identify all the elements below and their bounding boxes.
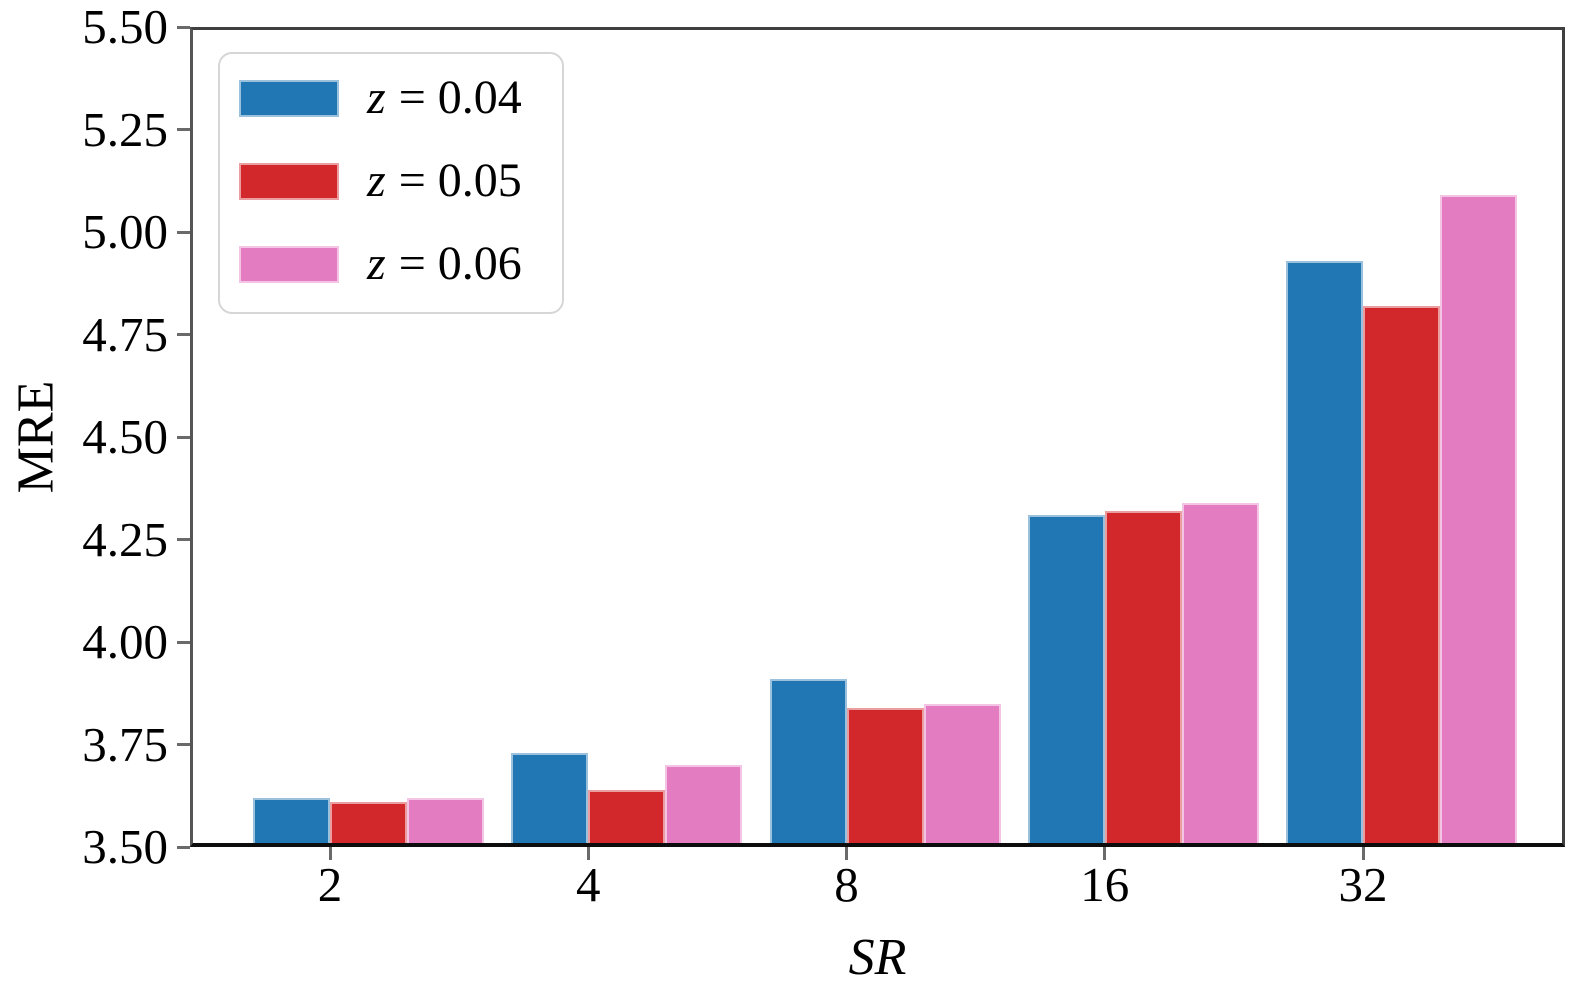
bar-sr16-z=0.05	[1104, 510, 1182, 843]
y-tick-mark-4.25	[177, 538, 190, 541]
legend-swatch-z006	[239, 245, 339, 283]
bar-sr16-z=0.04	[1027, 515, 1105, 843]
x-axis-title: SR	[848, 929, 907, 986]
y-tick-mark-3.75	[177, 743, 190, 746]
legend-label-z006: z = 0.06	[367, 240, 522, 288]
y-tick-label-4.25: 4.25	[82, 511, 168, 567]
legend-item-z005: z = 0.05	[239, 157, 522, 205]
y-tick-label-4.50: 4.50	[82, 409, 168, 464]
y-tick-label-5.50: 5.50	[82, 0, 168, 54]
y-tick-mark-5.00	[177, 230, 190, 234]
plot-area: z = 0.04 z = 0.05 z = 0.06	[190, 27, 1565, 847]
legend-item-z004: z = 0.04	[239, 74, 522, 122]
bar-sr2-z=0.04	[253, 797, 330, 843]
x-tick-label-8: 8	[834, 857, 859, 912]
y-tick-label-3.75: 3.75	[82, 716, 168, 772]
legend-var-z006: z	[367, 237, 386, 290]
bar-sr32-z=0.05	[1363, 305, 1440, 843]
legend-value-z004: = 0.04	[398, 71, 522, 124]
y-tick-mark-3.50	[177, 845, 190, 849]
bar-sr8-z=0.06	[923, 703, 1001, 843]
legend-swatch-z004	[239, 79, 339, 117]
x-tick-mark-4	[586, 847, 590, 860]
x-tick-label-16: 16	[1080, 857, 1130, 912]
y-tick-label-5.00: 5.00	[82, 204, 168, 259]
x-tick-label-32: 32	[1338, 857, 1388, 912]
bar-sr16-z=0.06	[1181, 502, 1259, 843]
bar-sr32-z=0.04	[1286, 260, 1363, 843]
y-tick-mark-4.50	[177, 435, 190, 439]
legend-item-z006: z = 0.06	[239, 240, 522, 288]
bar-sr8-z=0.05	[846, 707, 924, 843]
bar-sr8-z=0.04	[769, 679, 847, 843]
legend-swatch-z005	[239, 162, 339, 200]
y-tick-label-3.50: 3.50	[82, 819, 168, 874]
x-tick-mark-2	[328, 847, 332, 860]
legend-label-z004: z = 0.04	[367, 74, 522, 122]
x-tick-mark-16	[1103, 847, 1107, 860]
bar-sr4-z=0.05	[588, 789, 666, 843]
bar-sr2-z=0.06	[407, 797, 484, 843]
legend-var-z005: z	[367, 154, 386, 207]
legend-value-z005: = 0.05	[398, 154, 522, 207]
x-tick-label-2: 2	[317, 857, 343, 912]
legend-value-z006: = 0.06	[398, 237, 522, 290]
y-tick-mark-5.25	[177, 128, 190, 131]
y-tick-mark-5.50	[177, 25, 190, 29]
legend-var-z004: z	[367, 71, 386, 124]
y-tick-mark-4.75	[177, 333, 190, 336]
bar-sr4-z=0.04	[511, 752, 589, 843]
bar-sr4-z=0.06	[665, 765, 743, 843]
legend: z = 0.04 z = 0.05 z = 0.06	[218, 52, 564, 314]
bar-sr32-z=0.06	[1440, 195, 1517, 843]
y-tick-label-4.00: 4.00	[82, 614, 168, 669]
bar-sr2-z=0.05	[330, 802, 407, 843]
y-tick-label-4.75: 4.75	[82, 306, 168, 362]
x-tick-mark-8	[845, 847, 848, 860]
legend-label-z005: z = 0.05	[367, 157, 522, 205]
x-tick-mark-32	[1361, 847, 1365, 860]
x-tick-label-4: 4	[576, 857, 601, 912]
y-tick-label-5.25: 5.25	[82, 101, 168, 157]
y-tick-mark-4.00	[177, 640, 190, 644]
